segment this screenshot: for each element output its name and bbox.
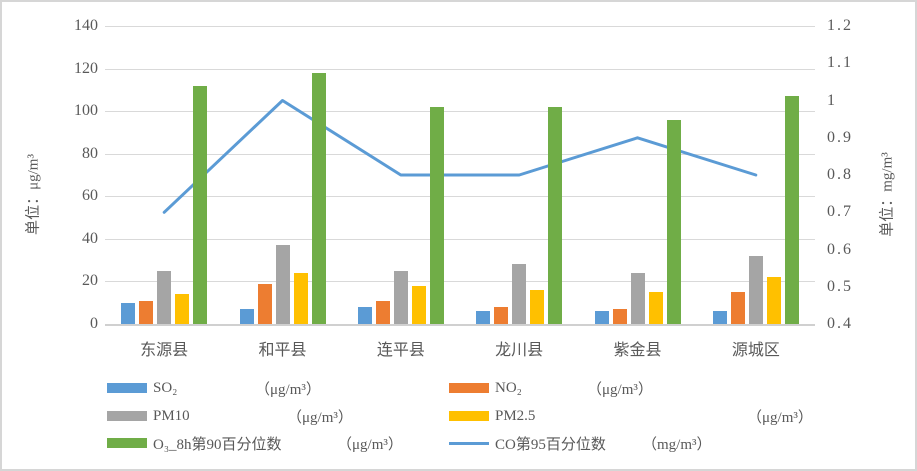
bar-so2-0 <box>121 302 136 324</box>
legend-item-so2: SO₂ （μg/m³） <box>107 379 321 398</box>
bar-o3-5 <box>784 96 799 324</box>
legend-swatch-pm25 <box>449 411 489 421</box>
bar-pm25-2 <box>411 285 426 324</box>
bar-pm25-0 <box>175 294 190 324</box>
bar-no2-4 <box>612 309 627 324</box>
legend-label-o3: O₃_8h第90百分位数 <box>153 436 282 453</box>
bar-pm25-3 <box>530 289 545 324</box>
gridline <box>105 26 815 27</box>
gridline <box>105 324 815 326</box>
right-axis-tick: 1.2 <box>827 17 853 34</box>
legend-unit-pm10: （μg/m³） <box>287 409 353 426</box>
gridline <box>105 196 815 198</box>
legend-label-pm10: PM10 <box>153 407 190 424</box>
category-label-3: 龙川县 <box>495 342 544 359</box>
left-axis-tick: 120 <box>74 59 98 77</box>
bar-o3-2 <box>429 106 444 324</box>
right-axis-tick: 0.9 <box>827 128 853 146</box>
plot-area <box>105 26 815 326</box>
bar-pm10-1 <box>275 245 290 324</box>
gridline <box>105 153 815 155</box>
right-axis-tick: 1.1 <box>827 54 853 72</box>
category-label-1: 和平县 <box>258 342 307 359</box>
legend-item-pm25: PM2.5 （μg/m³） <box>449 407 813 426</box>
legend-label-co: CO第95百分位数 <box>495 436 606 453</box>
left-axis-tick: 140 <box>74 17 98 34</box>
bar-pm25-1 <box>293 272 308 324</box>
category-label-2: 连平县 <box>376 342 425 359</box>
left-axis-tick: 40 <box>82 229 98 247</box>
right-axis-tick: 1 <box>827 91 837 109</box>
gridline <box>105 238 815 240</box>
bar-pm25-5 <box>766 277 781 324</box>
left-axis-tick: 0 <box>90 315 98 332</box>
left-axis-tick: 20 <box>82 272 98 290</box>
bar-so2-1 <box>239 309 254 324</box>
bar-pm10-3 <box>512 264 527 324</box>
bar-pm25-4 <box>648 292 663 324</box>
legend-swatch-co <box>449 441 489 445</box>
category-label-4: 紫金县 <box>613 342 662 359</box>
right-axis-tick: 0.7 <box>827 203 853 221</box>
gridline <box>105 111 815 113</box>
gridline <box>105 281 815 283</box>
legend-unit-o3: （μg/m³） <box>337 436 403 453</box>
bar-pm10-2 <box>393 270 408 324</box>
bar-no2-1 <box>257 283 272 324</box>
right-axis-tick: 0.8 <box>827 166 853 183</box>
bar-no2-0 <box>139 300 154 324</box>
bar-no2-5 <box>730 292 745 324</box>
legend-swatch-no2 <box>449 383 489 393</box>
bar-o3-0 <box>193 85 208 324</box>
category-label-5: 源城区 <box>731 342 780 359</box>
bar-so2-4 <box>594 311 609 324</box>
legend-item-o3: O₃_8h第90百分位数 （μg/m³） <box>107 435 403 453</box>
legend-swatch-pm10 <box>107 411 147 421</box>
bar-o3-1 <box>311 72 326 324</box>
legend-unit-pm25: （μg/m³） <box>747 409 813 426</box>
legend-label-pm25: PM2.5 <box>495 407 536 424</box>
bar-pm10-4 <box>630 272 645 324</box>
bar-o3-3 <box>548 106 563 324</box>
right-axis-tick: 0.5 <box>827 277 853 295</box>
left-axis-tick: 100 <box>74 102 98 120</box>
legend-item-pm10: PM10 （μg/m³） <box>107 407 353 426</box>
legend-label-so2: SO₂ <box>153 379 178 396</box>
category-label-0: 东源县 <box>140 342 189 359</box>
legend-swatch-so2 <box>107 383 147 393</box>
bar-so2-3 <box>476 311 491 324</box>
bar-o3-4 <box>666 119 681 324</box>
bar-pm10-5 <box>748 255 763 324</box>
legend-item-no2: NO₂ （μg/m³） <box>449 379 653 398</box>
co-line-series <box>162 99 758 214</box>
bar-no2-3 <box>494 306 509 324</box>
bar-no2-2 <box>375 300 390 324</box>
legend-swatch-o3 <box>107 438 147 448</box>
bar-so2-5 <box>712 311 727 324</box>
legend-label-no2: NO₂ <box>495 379 522 396</box>
legend-unit-co: （mg/m³） <box>642 436 712 453</box>
bar-so2-2 <box>357 306 372 324</box>
right-axis-tick: 0.6 <box>827 240 853 258</box>
legend-unit-no2: （μg/m³） <box>587 381 653 398</box>
gridline <box>105 68 815 70</box>
right-axis-tick: 0.4 <box>827 315 853 332</box>
left-axis-tick: 60 <box>82 187 98 205</box>
legend-unit-so2: （μg/m³） <box>255 381 321 398</box>
bar-pm10-0 <box>157 270 172 324</box>
left-axis-tick: 80 <box>82 144 98 162</box>
legend-item-co: CO第95百分位数 （mg/m³） <box>449 435 712 453</box>
